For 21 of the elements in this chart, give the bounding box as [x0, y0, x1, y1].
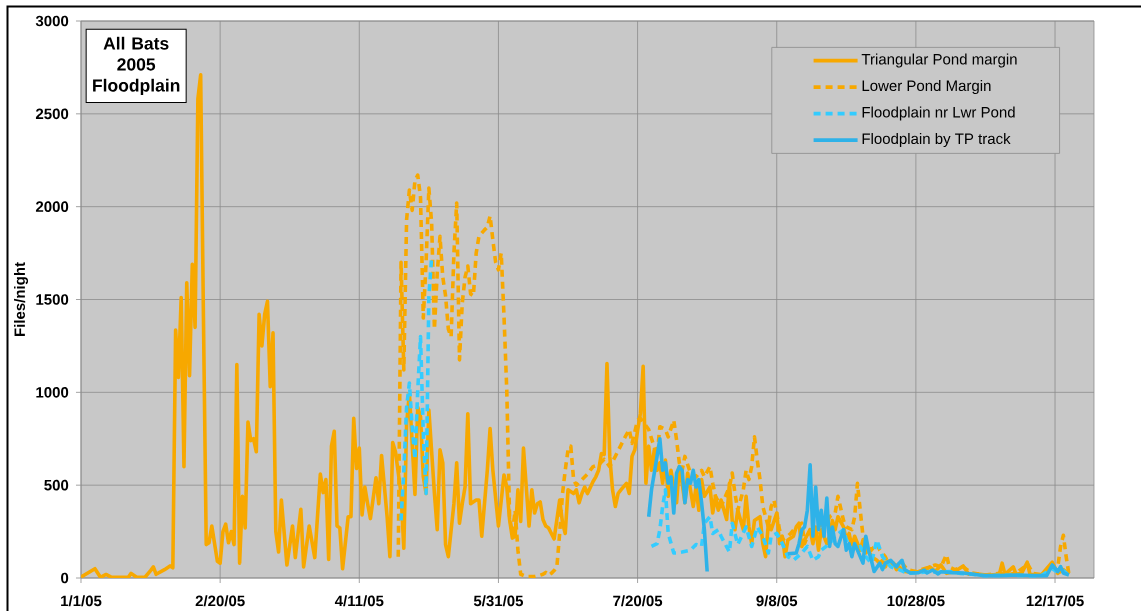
y-tick-label: 2500 — [35, 108, 69, 120]
x-tick-label: 9/8/05 — [756, 595, 798, 607]
text: All Bats 2005 Floodplain — [93, 36, 180, 96]
legend-label: Floodplain nr Lwr Pond — [862, 106, 1015, 121]
legend-label: Triangular Pond margin — [861, 53, 1017, 68]
y-tick-label: 1500 — [36, 294, 69, 305]
x-tick-label: 10/28/05 — [887, 595, 945, 607]
x-tick-label: 1/1/05 — [61, 595, 102, 607]
x-tick-label: 4/11/05 — [334, 595, 384, 607]
legend-label: Floodplain by TP track — [862, 133, 1011, 147]
x-tick-label: 2/20/05 — [195, 595, 245, 607]
x-tick-label: 7/20/05 — [613, 595, 663, 607]
y-tick-label: 500 — [44, 479, 69, 491]
y-tick-label: 0 — [61, 572, 69, 584]
legend-label: Lower Pond Margin — [862, 80, 991, 94]
y-tick-label: 2000 — [35, 201, 69, 212]
y-axis-title: Files/night — [14, 262, 29, 336]
y-tick-label: 3000 — [35, 15, 69, 27]
x-tick-label: 12/17/05 — [1026, 595, 1084, 607]
x-tick-label: 5/31/05 — [473, 595, 524, 607]
y-tick-label: 1000 — [36, 387, 69, 398]
